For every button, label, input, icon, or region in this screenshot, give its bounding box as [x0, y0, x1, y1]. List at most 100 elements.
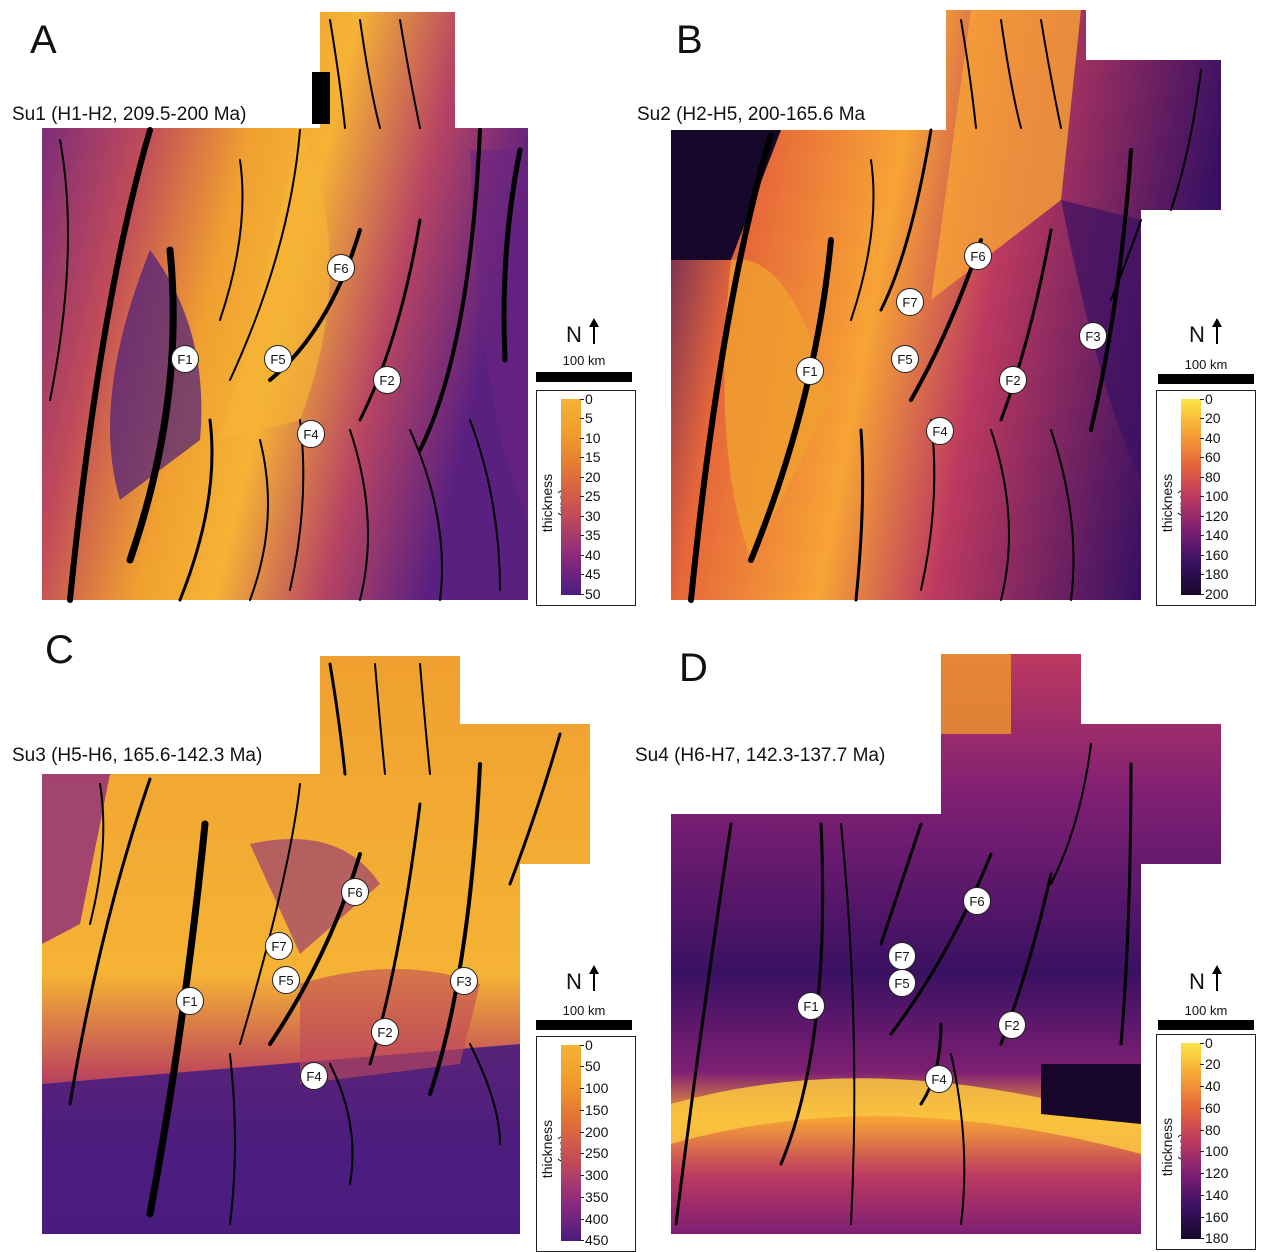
fault-trace [89, 783, 105, 925]
legend-tick: 40 [1200, 430, 1221, 446]
fault-label-f5: F5 [264, 345, 292, 373]
legend-tick: 45 [580, 566, 601, 582]
fault-label-f6: F6 [341, 878, 369, 906]
color-ramp [1181, 399, 1201, 595]
fault-trace [1170, 69, 1202, 211]
panel-letter: B [676, 18, 703, 62]
north-arrow: N [1189, 318, 1222, 348]
fault-trace [229, 1053, 236, 1225]
fault-label-f6: F6 [327, 254, 355, 282]
fault-trace [418, 128, 482, 452]
thickness-legend: thickness (ms) 0 50 100 150 200 250 300 … [536, 1036, 636, 1252]
north-arrow: N [566, 318, 599, 348]
legend-tick: 0 [580, 1037, 593, 1053]
legend-tick: 80 [1200, 1122, 1221, 1138]
unit-label: Su1 (H1-H2, 209.5-200 Ma) [8, 103, 251, 127]
legend-tick: 450 [579, 1232, 609, 1248]
fault-trace [850, 159, 875, 321]
fault-label-f3: F3 [450, 967, 478, 995]
scale-label: 100 km [1184, 357, 1228, 372]
legend-tick: 0 [1200, 1035, 1213, 1051]
thickness-high-zone [220, 130, 330, 440]
fault-trace [1110, 219, 1142, 301]
legend-tick: 180 [1199, 1230, 1229, 1246]
fault-label-f7: F7 [888, 942, 916, 970]
thickness-mid-zone [250, 839, 380, 954]
fault-trace [469, 1043, 501, 1145]
north-label: N [1189, 969, 1205, 994]
legend-tick: 35 [580, 527, 601, 543]
arrow-up-icon [1212, 318, 1222, 344]
thickness-high-zone [941, 654, 1011, 734]
thickness-low-zone [110, 250, 202, 500]
panel-letter: D [679, 646, 708, 690]
fault-trace [688, 132, 774, 603]
arrow-up-icon [589, 318, 599, 344]
fault-trace [409, 429, 443, 601]
fault-label-f1: F1 [171, 345, 199, 373]
fault-label-f6: F6 [964, 242, 992, 270]
legend-tick: 20 [1200, 1056, 1221, 1072]
thickness-low-zone [42, 774, 110, 944]
legend-tick: 140 [1199, 1187, 1229, 1203]
fault-trace [178, 418, 214, 602]
north-label: N [1189, 322, 1205, 347]
fault-trace [428, 762, 482, 1096]
fault-trace [374, 663, 386, 775]
legend-tick: 250 [579, 1145, 609, 1161]
fault-label-f4: F4 [297, 420, 325, 448]
north-label: N [566, 969, 582, 994]
fault-trace [501, 147, 523, 363]
legend-tick: 350 [579, 1189, 609, 1205]
fault-trace [349, 429, 369, 601]
fault-trace [1089, 148, 1133, 432]
legend-tick: 120 [1199, 1165, 1229, 1181]
thickness-legend: thickness (ms) 0 20 40 60 80 100 120 140… [1156, 1034, 1256, 1250]
legend-tick: 5 [580, 410, 593, 426]
arrow-up-icon [1212, 965, 1222, 991]
panel-letter: C [45, 628, 74, 672]
fault-trace [674, 822, 733, 1226]
fault-trace [229, 129, 301, 381]
fault-label-f7: F7 [896, 288, 924, 316]
legend-tick: 25 [580, 488, 601, 504]
legend-tick: 30 [580, 508, 601, 524]
thickness-high-zone [931, 10, 1081, 300]
fault-trace [1050, 429, 1075, 601]
legend-tick: 20 [1200, 410, 1221, 426]
thickness-high-zone [724, 259, 831, 560]
fault-trace [329, 1063, 354, 1185]
fault-trace [960, 19, 977, 129]
scale-bar [536, 372, 632, 382]
fault-label-f6: F6 [963, 887, 991, 915]
legend-tick: 160 [1199, 547, 1229, 563]
thickness-legend: thickness (ms) 0 5 10 15 20 25 30 35 40 … [536, 390, 636, 606]
fault-trace [146, 820, 209, 1218]
fault-label-f3: F3 [1079, 322, 1107, 350]
panel-a: A [0, 0, 636, 620]
legend-tick: 400 [579, 1211, 609, 1227]
legend-ticks: 0 20 40 60 80 100 120 140 160 180 [1199, 1035, 1253, 1249]
panel-letter: A [30, 18, 57, 62]
fault-label-f2: F2 [373, 366, 401, 394]
legend-tick: 50 [580, 586, 601, 602]
legend-tick: 100 [1199, 488, 1229, 504]
fault-label-f1: F1 [797, 992, 825, 1020]
legend-tick: 60 [1200, 1100, 1221, 1116]
panel-c: C [0, 624, 636, 1252]
scale-label: 100 km [562, 353, 606, 368]
legend-tick: 180 [1199, 566, 1229, 582]
legend-ticks: 0 50 100 150 200 250 300 350 400 450 [579, 1037, 633, 1251]
fault-label-f4: F4 [926, 417, 954, 445]
scale-bar [536, 1020, 632, 1030]
thickness-low-zone [671, 130, 781, 260]
fault-label-f2: F2 [371, 1018, 399, 1046]
color-ramp [561, 1045, 581, 1241]
fault-label-f2: F2 [998, 1011, 1026, 1039]
legend-tick: 50 [580, 1058, 601, 1074]
thickness-low-zone [42, 1044, 520, 1234]
legend-ticks: 0 20 40 60 80 100 120 140 160 180 200 [1199, 391, 1253, 605]
fault-label-f2: F2 [999, 366, 1027, 394]
thickness-low-zone [1041, 1064, 1141, 1124]
legend-tick: 60 [1200, 449, 1221, 465]
